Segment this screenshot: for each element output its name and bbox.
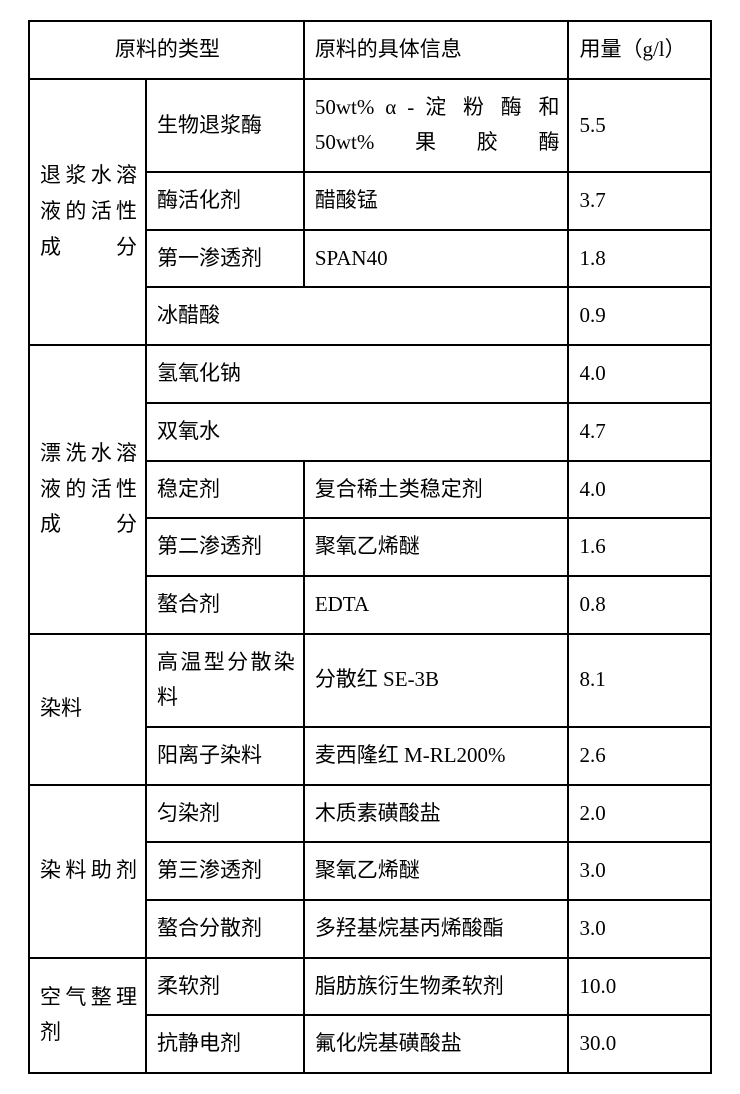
group-name: 染料 — [29, 634, 146, 785]
sub-name: 螯合分散剂 — [146, 900, 304, 958]
header-detail: 原料的具体信息 — [304, 21, 569, 79]
amount-cell: 1.8 — [568, 230, 711, 288]
detail-cell: 复合稀土类稳定剂 — [304, 461, 569, 519]
amount-cell: 4.0 — [568, 345, 711, 403]
detail-cell: 脂肪族衍生物柔软剂 — [304, 958, 569, 1016]
table-header-row: 原料的类型 原料的具体信息 用量（g/l） — [29, 21, 711, 79]
sub-name: 稳定剂 — [146, 461, 304, 519]
group-name: 退浆水溶液的活性成分 — [29, 79, 146, 345]
detail-cell: 分散红 SE-3B — [304, 634, 569, 727]
sub-name: 抗静电剂 — [146, 1015, 304, 1073]
amount-cell: 0.9 — [568, 287, 711, 345]
amount-cell: 4.0 — [568, 461, 711, 519]
header-category: 原料的类型 — [29, 21, 304, 79]
detail-cell: SPAN40 — [304, 230, 569, 288]
detail-cell: 醋酸锰 — [304, 172, 569, 230]
detail-cell: 聚氧乙烯醚 — [304, 518, 569, 576]
amount-cell: 30.0 — [568, 1015, 711, 1073]
group-name: 空气整理剂 — [29, 958, 146, 1073]
amount-cell: 2.0 — [568, 785, 711, 843]
detail-cell: 麦西隆红 M-RL200% — [304, 727, 569, 785]
detail-cell: 氟化烷基磺酸盐 — [304, 1015, 569, 1073]
amount-cell: 4.7 — [568, 403, 711, 461]
sub-name: 匀染剂 — [146, 785, 304, 843]
table-row: 染料助剂 匀染剂 木质素磺酸盐 2.0 — [29, 785, 711, 843]
detail-cell: 多羟基烷基丙烯酸酯 — [304, 900, 569, 958]
sub-name: 第三渗透剂 — [146, 842, 304, 900]
sub-name: 第一渗透剂 — [146, 230, 304, 288]
table-row: 退浆水溶液的活性成分 生物退浆酶 50wt% α - 淀 粉 酶 和50wt%果… — [29, 79, 711, 172]
sub-name: 高温型分散染料 — [146, 634, 304, 727]
amount-cell: 3.0 — [568, 842, 711, 900]
sub-name: 酶活化剂 — [146, 172, 304, 230]
sub-name-span: 冰醋酸 — [146, 287, 568, 345]
amount-cell: 1.6 — [568, 518, 711, 576]
sub-name: 第二渗透剂 — [146, 518, 304, 576]
detail-cell: 聚氧乙烯醚 — [304, 842, 569, 900]
amount-cell: 2.6 — [568, 727, 711, 785]
table-row: 染料 高温型分散染料 分散红 SE-3B 8.1 — [29, 634, 711, 727]
sub-name-span: 双氧水 — [146, 403, 568, 461]
amount-cell: 3.7 — [568, 172, 711, 230]
amount-cell: 10.0 — [568, 958, 711, 1016]
table-row: 漂洗水溶液的活性成分 氢氧化钠 4.0 — [29, 345, 711, 403]
detail-cell: 木质素磺酸盐 — [304, 785, 569, 843]
amount-cell: 5.5 — [568, 79, 711, 172]
detail-cell: EDTA — [304, 576, 569, 634]
header-amount: 用量（g/l） — [568, 21, 711, 79]
group-name: 漂洗水溶液的活性成分 — [29, 345, 146, 633]
amount-cell: 3.0 — [568, 900, 711, 958]
detail-cell: 50wt% α - 淀 粉 酶 和50wt%果胶酶 — [304, 79, 569, 172]
materials-table: 原料的类型 原料的具体信息 用量（g/l） 退浆水溶液的活性成分 生物退浆酶 5… — [28, 20, 712, 1074]
amount-cell: 0.8 — [568, 576, 711, 634]
sub-name: 阳离子染料 — [146, 727, 304, 785]
sub-name: 柔软剂 — [146, 958, 304, 1016]
sub-name: 螯合剂 — [146, 576, 304, 634]
amount-cell: 8.1 — [568, 634, 711, 727]
group-name: 染料助剂 — [29, 785, 146, 958]
sub-name-span: 氢氧化钠 — [146, 345, 568, 403]
table-row: 空气整理剂 柔软剂 脂肪族衍生物柔软剂 10.0 — [29, 958, 711, 1016]
sub-name: 生物退浆酶 — [146, 79, 304, 172]
